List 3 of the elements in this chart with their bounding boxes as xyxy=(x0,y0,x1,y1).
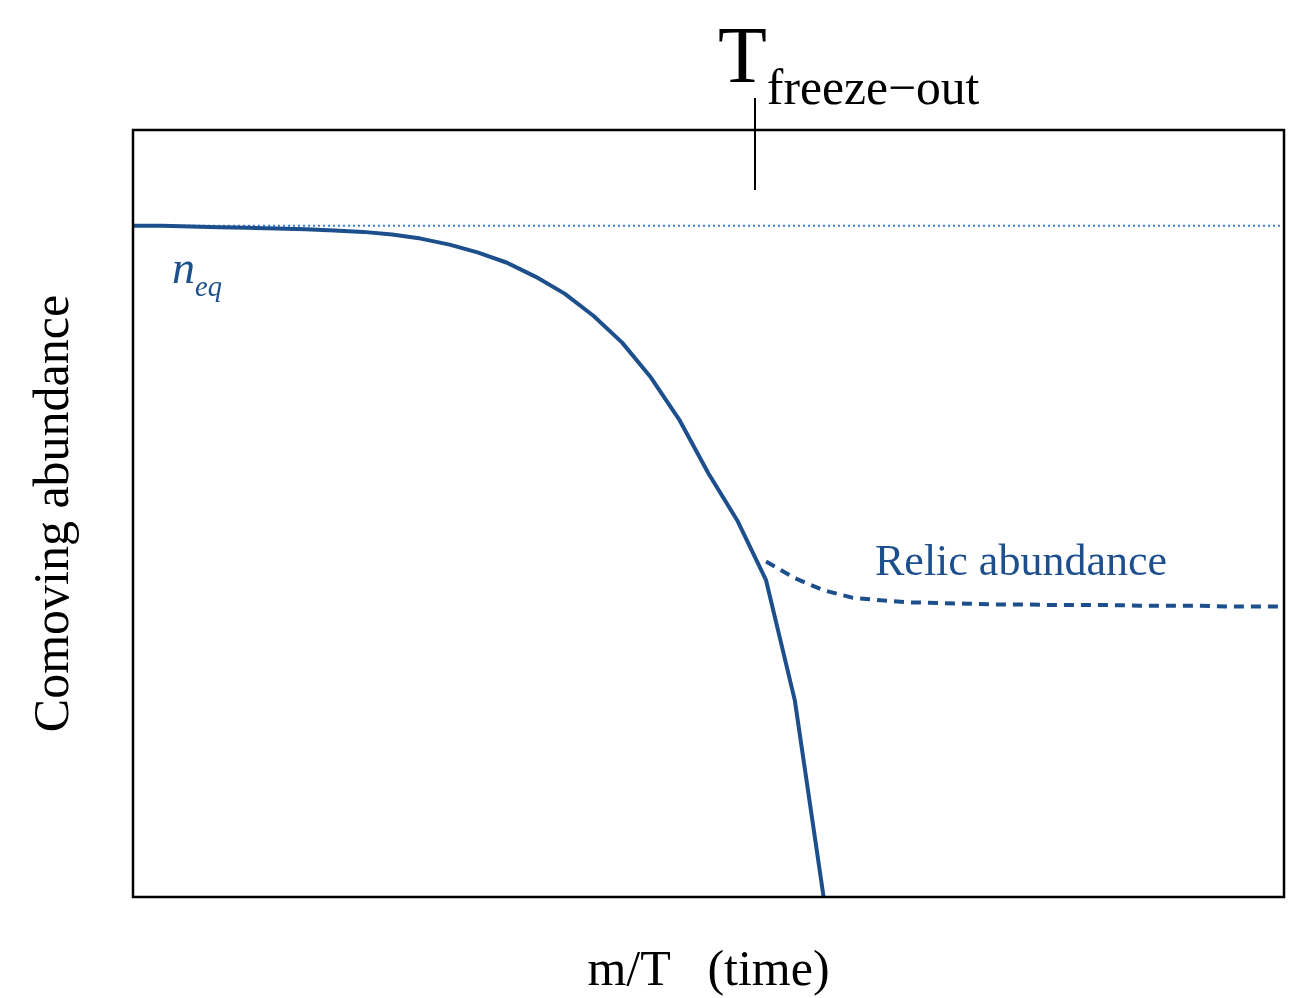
x-axis-title: m/T (time) xyxy=(587,940,830,996)
series-label: Relic abundance xyxy=(875,536,1167,585)
y-axis-title: Comoving abundance xyxy=(23,294,79,733)
